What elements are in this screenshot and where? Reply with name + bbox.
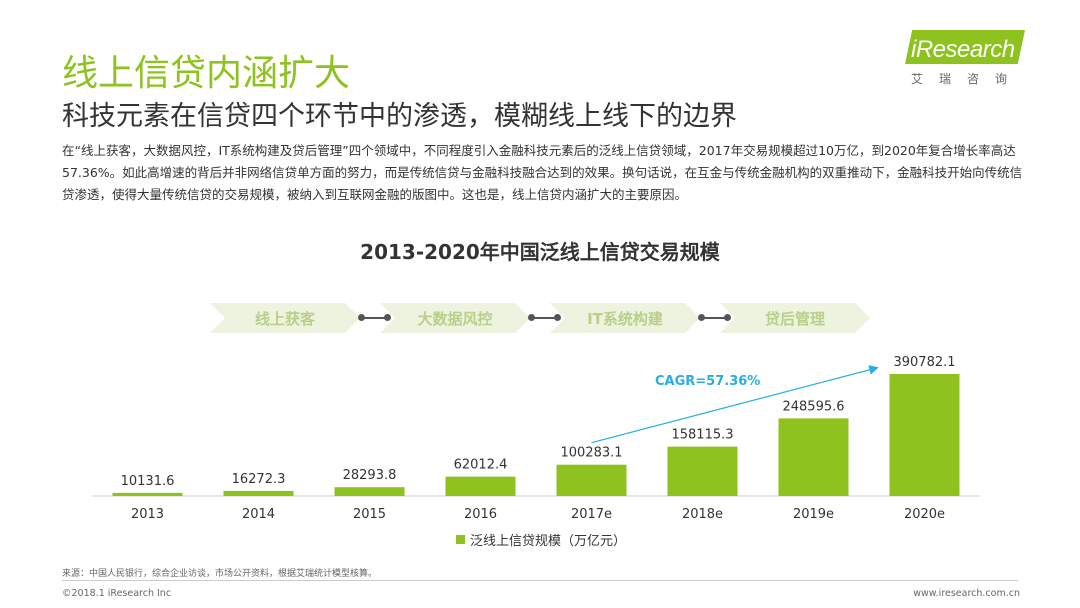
page-subtitle: 科技元素在信贷四个环节中的渗透，模糊线上线下的边界 [62, 101, 737, 132]
connector-dot [698, 314, 705, 321]
stage-post-loan: 贷后管理 [720, 303, 870, 333]
stage-flow: 线上获客 大数据风控 IT系统构建 贷后管理 [210, 303, 870, 333]
connector-dot [358, 314, 365, 321]
bars-group: 10131.6 2013 16272.3 2014 28293.8 2015 62012.4… [112, 355, 960, 522]
logo-text: iResearch [911, 36, 1015, 63]
value-label: 100283.1 [560, 446, 622, 461]
copyright: ©2018.1 iResearch Inc [62, 588, 172, 599]
bar-2020e [889, 374, 960, 496]
legend-swatch [456, 535, 465, 544]
bar-2014 [223, 490, 294, 496]
x-tick-label: 2017e [571, 507, 612, 522]
x-tick-label: 2020e [904, 507, 945, 522]
value-label: 10131.6 [121, 474, 175, 489]
intro-paragraph: 在“线上获客，大数据风控，IT系统构建及贷后管理”四个领域中，不同程度引入金融科… [62, 143, 1023, 202]
stage-big-data-risk: 大数据风控 [380, 303, 530, 333]
x-tick-label: 2018e [682, 507, 723, 522]
stage-it-system: IT系统构建 [550, 303, 700, 333]
page-title: 线上信贷内涵扩大 [62, 53, 351, 94]
value-label: 16272.3 [232, 472, 286, 487]
x-tick-label: 2015 [353, 507, 386, 522]
source-note: 来源：中国人民银行，综合企业访谈，市场公开资料，根据艾瑞统计模型核算。 [62, 569, 378, 579]
stage-label: 大数据风控 [417, 309, 493, 328]
cagr-annotation: CAGR=57.36% [655, 374, 760, 389]
logo-cn-text: 艾瑞咨询 [911, 72, 1024, 86]
x-tick-label: 2013 [131, 507, 164, 522]
value-label: 390782.1 [893, 355, 955, 370]
connector-line [532, 317, 558, 319]
iresearch-logo: iResearch 艾瑞咨询 [905, 26, 1030, 88]
stage-label: 线上获客 [254, 309, 315, 328]
connector-dot [528, 314, 535, 321]
bar-2019e [778, 418, 849, 496]
cagr-arrow [591, 365, 879, 444]
value-label: 62012.4 [454, 458, 508, 473]
bar-2015 [334, 487, 405, 496]
value-label: 248595.6 [782, 399, 844, 414]
connector-dot [554, 314, 561, 321]
connector-dot [384, 314, 391, 321]
stage-label: IT系统构建 [587, 309, 663, 328]
connector-dot [724, 314, 731, 321]
bar-2016 [445, 476, 516, 496]
website-link: www.iresearch.com.cn [913, 588, 1020, 599]
connector-line [702, 317, 728, 319]
bar-2013 [112, 492, 183, 496]
x-tick-label: 2014 [242, 507, 275, 522]
x-tick-label: 2016 [464, 507, 497, 522]
footer-divider [62, 580, 1018, 581]
chart-title: 2013-2020年中国泛线上信贷交易规模 [360, 240, 720, 264]
value-label: 158115.3 [671, 428, 733, 443]
x-tick-label: 2019e [793, 507, 834, 522]
value-label: 28293.8 [343, 468, 397, 483]
logo-badge: iResearch [905, 30, 1025, 64]
legend-label: 泛线上信贷规模（万亿元） [470, 534, 626, 549]
bar-2018e [667, 446, 738, 496]
stage-label: 贷后管理 [764, 309, 825, 328]
stage-online-acquisition: 线上获客 [210, 303, 360, 333]
bar-2017e [556, 464, 627, 496]
connector-line [362, 317, 388, 319]
